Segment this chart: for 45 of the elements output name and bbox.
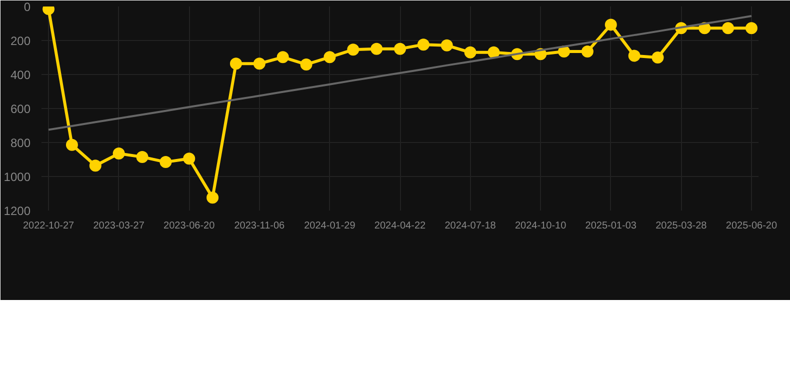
point xyxy=(652,52,664,64)
point xyxy=(604,18,617,31)
point xyxy=(276,51,289,64)
point xyxy=(66,138,78,151)
point xyxy=(370,42,383,55)
x-tick-label: 2025-03-28 xyxy=(656,220,708,232)
x-tick-label: 2024-04-22 xyxy=(374,220,426,232)
point xyxy=(206,192,219,204)
x-tick-label: 2023-11-06 xyxy=(234,220,286,232)
y-tick-label: 1200 xyxy=(4,204,31,218)
y-tick-label: 400 xyxy=(10,68,31,82)
x-tick-label: 2023-03-27 xyxy=(93,220,145,232)
y-tick-label: 1000 xyxy=(4,170,31,184)
x-tick-label: 2024-07-18 xyxy=(444,220,496,232)
line-series xyxy=(48,15,752,131)
point xyxy=(324,51,336,64)
x-tick-label: 2022-10-27 xyxy=(22,220,75,232)
point xyxy=(112,148,125,160)
y-tick-label: 0 xyxy=(24,0,31,14)
point xyxy=(136,150,148,163)
x-tick-label: 2024-01-29 xyxy=(304,220,356,232)
y-tick-label: 600 xyxy=(10,102,31,116)
point xyxy=(347,44,360,56)
point xyxy=(581,46,594,58)
point xyxy=(628,50,640,62)
y-tick-label: 800 xyxy=(10,136,31,150)
point xyxy=(558,46,570,58)
x-tick-label: 2025-01-03 xyxy=(585,220,637,232)
point xyxy=(183,152,196,165)
point xyxy=(488,46,500,58)
point xyxy=(464,46,476,58)
point xyxy=(417,38,430,51)
x-tick-label: 2025-06-20 xyxy=(726,220,778,232)
point xyxy=(230,58,242,70)
point xyxy=(440,39,453,52)
point xyxy=(722,22,734,34)
point xyxy=(89,160,102,172)
point xyxy=(253,58,266,70)
point xyxy=(160,156,172,168)
x-tick-label: 2024-10-10 xyxy=(515,220,567,232)
x-tick-label: 2023-06-20 xyxy=(164,220,216,232)
point xyxy=(394,42,406,55)
point xyxy=(745,22,758,34)
y-tick-label: 200 xyxy=(10,34,31,48)
point xyxy=(300,58,312,70)
